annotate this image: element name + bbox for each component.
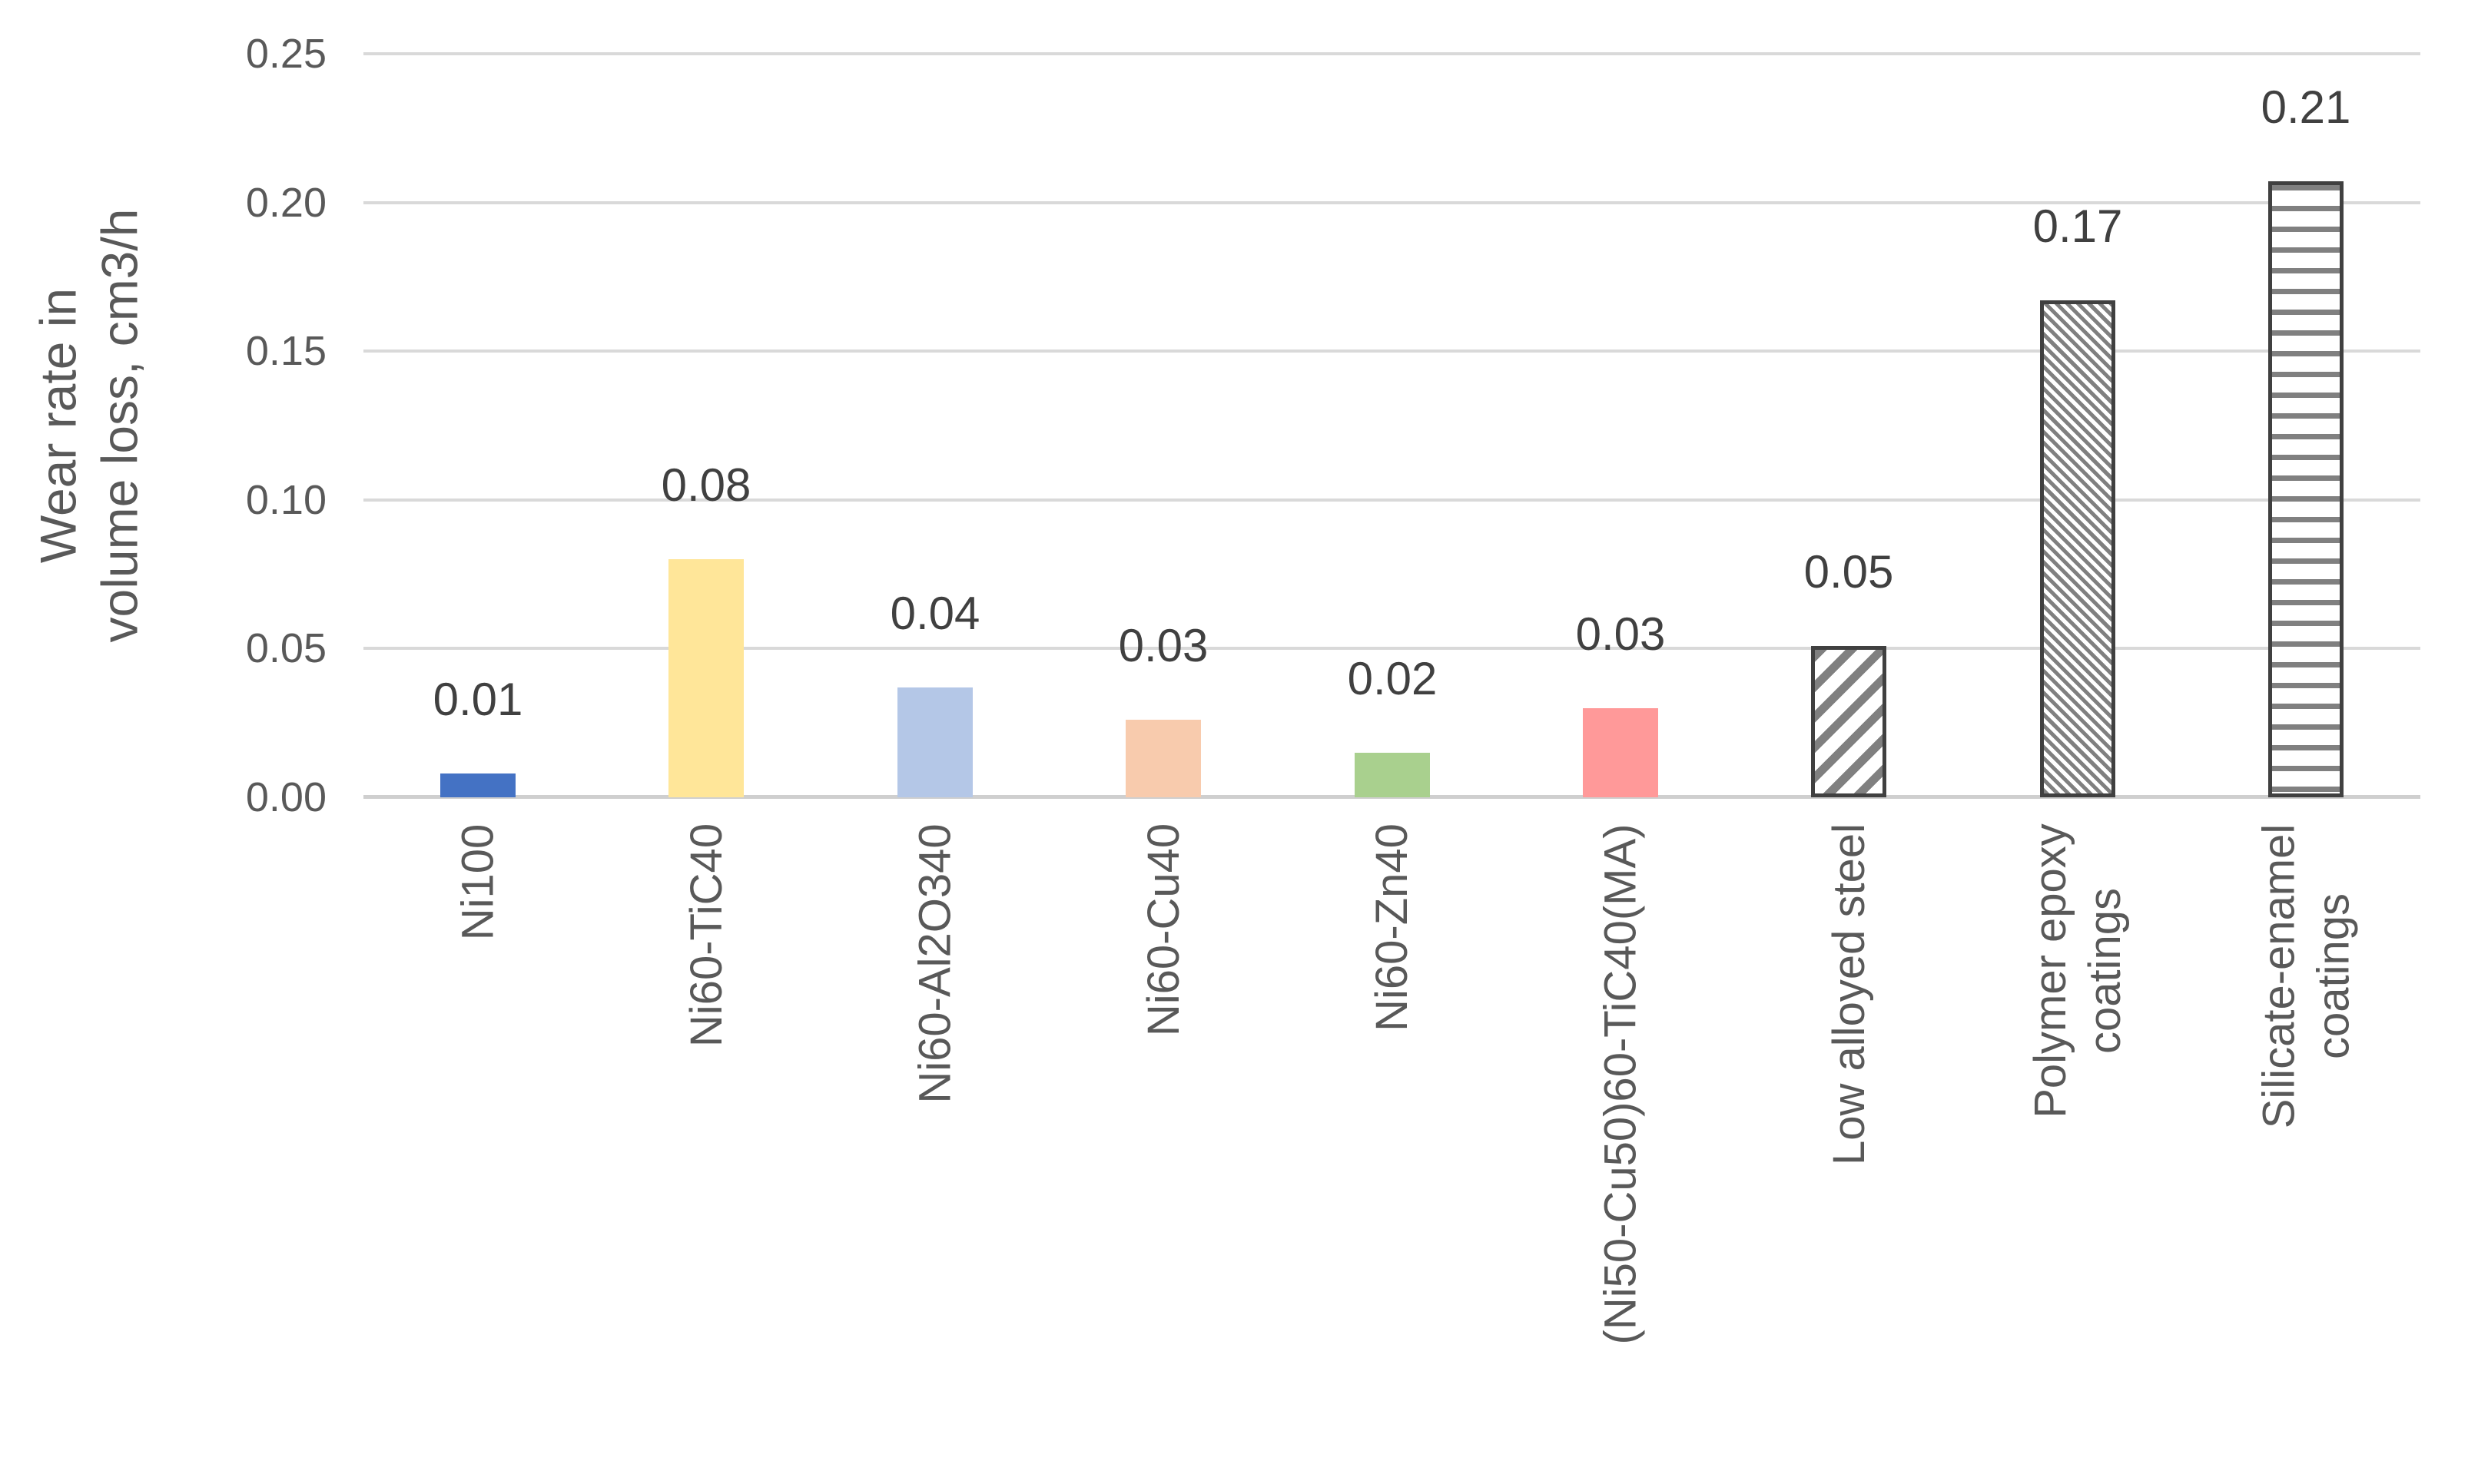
y-axis-title-line2: volume loss, cm3/h — [91, 208, 148, 643]
data-label: 0.05 — [1803, 546, 1894, 598]
category-label: Ni100 — [450, 824, 505, 941]
gridline — [363, 647, 2420, 650]
category-label: (Ni50-Cu50)60-TiC40(MA) — [1593, 824, 1647, 1345]
category-label-line: (Ni50-Cu50)60-TiC40(MA) — [1595, 823, 1646, 1345]
category-label: Ni60-Cu40 — [1136, 823, 1191, 1036]
y-tick-label: 0.10 — [245, 477, 327, 523]
category-label: Low alloyed steel — [1822, 823, 1876, 1165]
gridline — [363, 52, 2420, 55]
category-label-line: Ni60-TiC40 — [682, 823, 732, 1048]
y-tick-label: 0.15 — [245, 328, 327, 374]
gridline — [363, 499, 2420, 502]
category-label-line: Ni60-Cu40 — [1139, 823, 1189, 1037]
y-tick-label: 0.25 — [245, 31, 327, 77]
category-label-line: Silicate-enamel — [2254, 823, 2304, 1129]
bar--ni50-cu50-60-tic40-ma- — [1583, 708, 1658, 797]
category-label-line: Polymer epoxy — [2025, 823, 2075, 1118]
y-axis-title-line1: Wear rate in — [29, 287, 87, 564]
category-label-line: Ni60-Zn40 — [1366, 823, 1417, 1032]
category-label: Ni60-Zn40 — [1365, 823, 1419, 1032]
data-label: 0.08 — [661, 459, 751, 511]
category-label-line: coatings — [2308, 893, 2359, 1060]
bar-silicate-enamel-coatings — [2268, 181, 2344, 797]
bar-ni60-al2o340 — [897, 687, 973, 797]
category-label-line: Ni100 — [453, 823, 503, 941]
category-label: Ni60-Al2O340 — [908, 823, 963, 1103]
bar-ni100 — [440, 773, 516, 797]
bar-ni60-cu40 — [1126, 720, 1201, 797]
category-label-line: Ni60-Al2O340 — [910, 823, 960, 1104]
category-label-line: coatings — [2079, 887, 2130, 1055]
category-label: Polymer epoxy coatings — [2023, 823, 2132, 1118]
bar-ni60-tic40 — [668, 559, 744, 797]
y-tick-label: 0.20 — [245, 180, 327, 226]
data-label: 0.02 — [1347, 653, 1438, 704]
y-axis-title: Wear rate in volume loss, cm3/h — [27, 209, 150, 643]
y-tick-label: 0.00 — [245, 774, 327, 820]
category-label: Ni60-TiC40 — [679, 823, 734, 1047]
gridline — [363, 201, 2420, 204]
category-label: Silicate-enamel coatings — [2251, 824, 2360, 1129]
data-label: 0.04 — [890, 588, 980, 639]
data-label: 0.21 — [2261, 81, 2351, 133]
bar-low-alloyed-steel — [1811, 646, 1886, 797]
y-tick-label: 0.05 — [245, 625, 327, 671]
data-label: 0.01 — [433, 674, 523, 725]
data-label: 0.03 — [1575, 608, 1666, 660]
data-label: 0.03 — [1118, 620, 1209, 671]
category-label-line: Low alloyed steel — [1823, 823, 1874, 1165]
gridline — [363, 349, 2420, 353]
bar-polymer-epoxy-coatings — [2040, 300, 2115, 797]
data-label: 0.17 — [2032, 200, 2123, 252]
bar-ni60-zn40 — [1355, 753, 1430, 797]
